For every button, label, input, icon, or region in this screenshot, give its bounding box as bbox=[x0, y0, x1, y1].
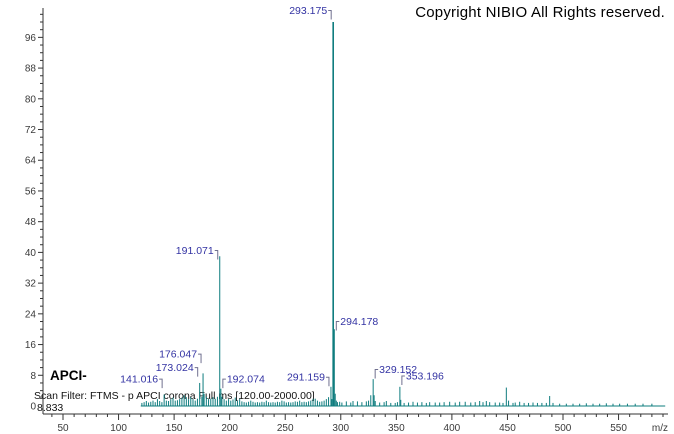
y-tick-label: 56 bbox=[25, 186, 37, 197]
x-tick-label: 500 bbox=[555, 423, 572, 434]
y-tick-label: 8 bbox=[30, 371, 36, 382]
peak-label-bracket bbox=[214, 249, 219, 260]
x-axis-title: m/z bbox=[652, 423, 668, 434]
y-tick-label: 40 bbox=[25, 248, 37, 259]
y-tick-label: 72 bbox=[25, 125, 37, 136]
peak-label: 353.196 bbox=[406, 371, 444, 383]
peak-label: 329.152 bbox=[379, 364, 417, 376]
peak-label-bracket bbox=[159, 378, 163, 389]
retention-time: 8.833 bbox=[37, 402, 64, 414]
peak-label: 294.178 bbox=[340, 316, 378, 328]
x-tick-label: 200 bbox=[221, 423, 238, 434]
y-tick-label: 64 bbox=[25, 156, 37, 167]
y-tick-label: 32 bbox=[25, 279, 37, 290]
scan-filter-text: Scan Filter: FTMS - p APCI corona Full m… bbox=[34, 390, 315, 402]
peak-label: 173.024 bbox=[156, 362, 194, 374]
peak-label: 291.159 bbox=[287, 372, 325, 384]
peak-label: 191.071 bbox=[176, 245, 214, 257]
peak-label: 141.016 bbox=[120, 374, 158, 386]
peak-label-bracket bbox=[374, 369, 379, 379]
x-tick-label: 350 bbox=[388, 423, 405, 434]
peak-label-bracket bbox=[194, 367, 199, 377]
peak-label: 176.047 bbox=[159, 349, 197, 361]
copyright-text: Copyright NIBIO All Rights reserved. bbox=[415, 4, 665, 21]
y-tick-label: 24 bbox=[25, 309, 37, 320]
y-tick-label: 48 bbox=[25, 217, 37, 228]
ionization-mode-label: APCI- bbox=[50, 368, 87, 383]
x-tick-label: 50 bbox=[57, 423, 69, 434]
peak-label: 293.175 bbox=[289, 5, 327, 17]
x-tick-label: 150 bbox=[166, 423, 183, 434]
y-tick-label: 88 bbox=[25, 64, 37, 75]
y-tick-label: 96 bbox=[25, 33, 37, 44]
peak-label-bracket bbox=[401, 375, 405, 386]
y-tick-label: 16 bbox=[25, 340, 37, 351]
y-tick-label: 80 bbox=[25, 94, 37, 105]
x-tick-label: 450 bbox=[499, 423, 516, 434]
peak-label-bracket bbox=[198, 353, 202, 364]
peak-label: 192.074 bbox=[227, 374, 265, 386]
x-tick-label: 400 bbox=[444, 423, 461, 434]
peak-label-bracket bbox=[335, 321, 340, 331]
peak-label-bracket bbox=[328, 9, 332, 20]
peak-label-bracket bbox=[222, 378, 226, 389]
x-tick-label: 300 bbox=[332, 423, 349, 434]
x-tick-label: 100 bbox=[110, 423, 127, 434]
y-tick-label: 0 bbox=[30, 402, 36, 413]
x-tick-label: 250 bbox=[277, 423, 294, 434]
x-tick-label: 550 bbox=[610, 423, 627, 434]
peak-label-bracket bbox=[325, 376, 330, 387]
